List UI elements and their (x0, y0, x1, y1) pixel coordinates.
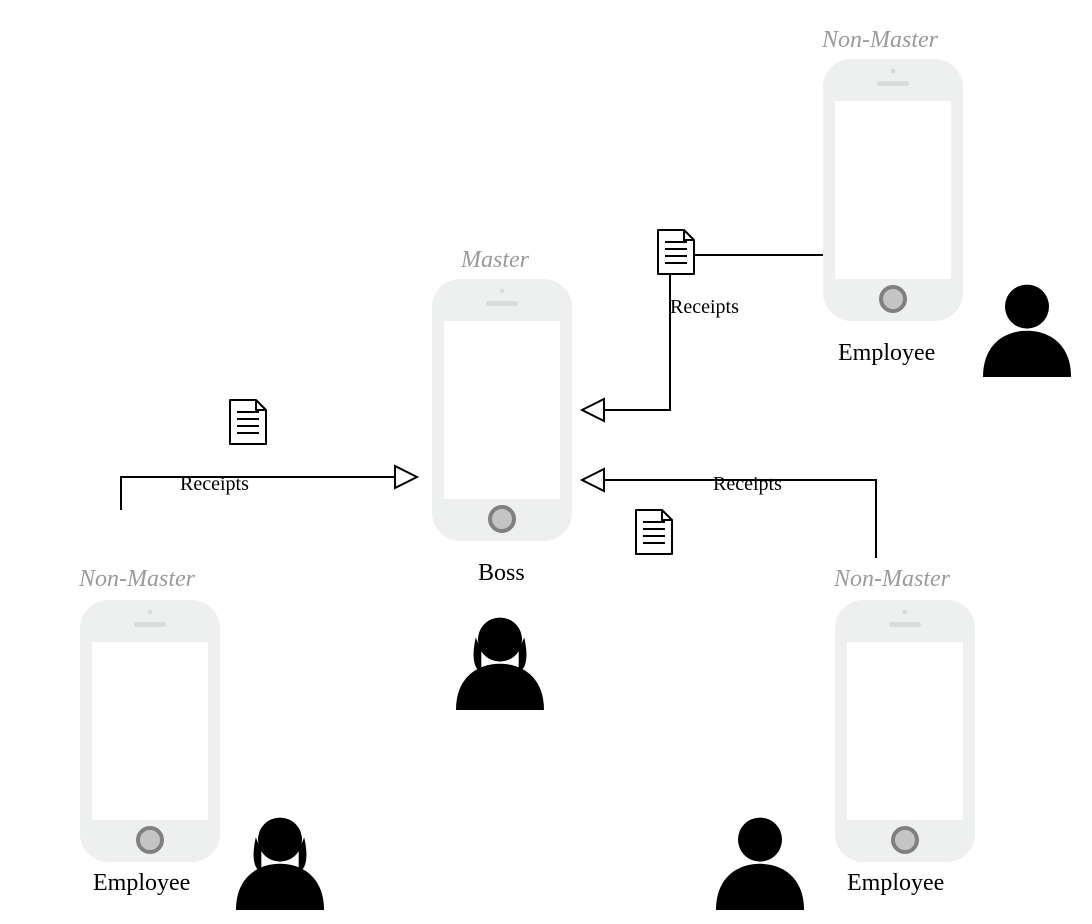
role-label-emp_bottom_right: Non-Master (834, 566, 950, 593)
edge-label-left_to_boss: Receipts (180, 473, 249, 496)
person-icon (983, 285, 1071, 377)
role-label-boss: Master (461, 247, 529, 274)
person-icon (716, 818, 804, 910)
phone-icon (835, 600, 975, 862)
name-label-emp_bottom_right: Employee (847, 870, 944, 897)
diagram-svg (0, 0, 1092, 924)
edge-left_to_boss (121, 466, 417, 510)
document-icon (636, 510, 672, 554)
edge-label-bottomright_to_boss: Receipts (713, 473, 782, 496)
phone-icon (80, 600, 220, 862)
name-label-boss: Boss (478, 560, 525, 587)
person-icon (236, 818, 324, 910)
edge-label-topright_to_boss: Receipts (670, 296, 739, 319)
document-icon (230, 400, 266, 444)
role-label-emp_bottom_left: Non-Master (79, 566, 195, 593)
phone-icon (823, 59, 963, 321)
document-icon (658, 230, 694, 274)
name-label-emp_top_right: Employee (838, 340, 935, 367)
person-icon (456, 618, 544, 710)
diagram-canvas: Receipts Receipts Receipts Master Boss Non-Ma… (0, 0, 1092, 924)
role-label-emp_top_right: Non-Master (822, 27, 938, 54)
name-label-emp_bottom_left: Employee (93, 870, 190, 897)
phone-icon (432, 279, 572, 541)
